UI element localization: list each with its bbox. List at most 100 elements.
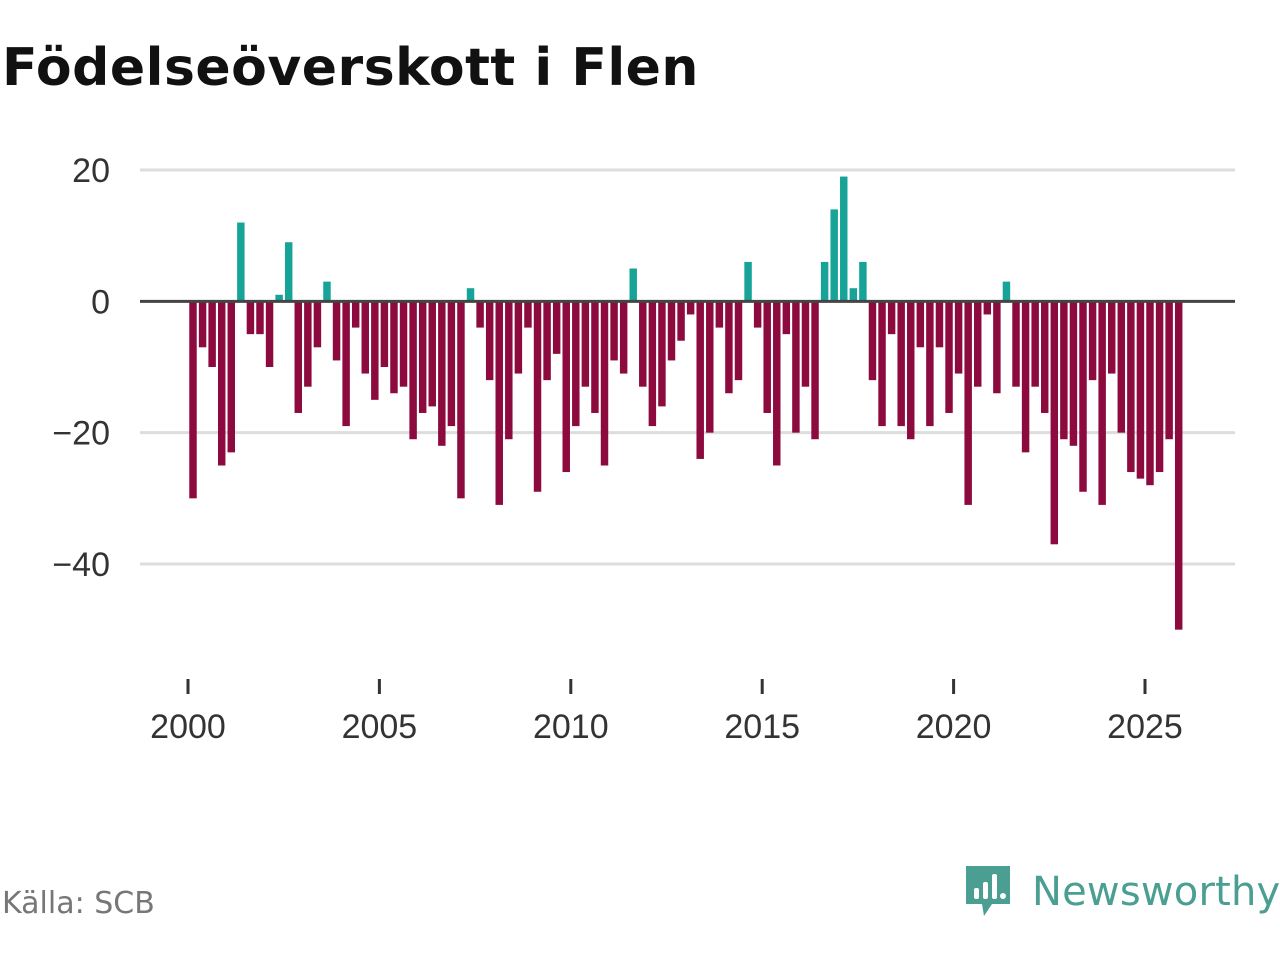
bar [868, 301, 877, 381]
bar [811, 301, 819, 440]
x-tick-label: 2025 [1107, 708, 1183, 746]
brand-name: Newsworthy [1032, 869, 1280, 915]
bar [1136, 301, 1145, 479]
bar [552, 301, 561, 354]
bar [983, 301, 992, 315]
bar [294, 301, 302, 413]
bar [1165, 301, 1173, 440]
bar [380, 301, 389, 367]
bar [677, 301, 685, 341]
bar [686, 301, 695, 315]
bar-chart: 20 0 −20 −40 2000 2005 2010 2015 2020 2025 [52, 152, 1235, 746]
x-tick-label: 2015 [724, 708, 800, 746]
bar [1127, 301, 1135, 473]
bar [744, 261, 752, 302]
bar [907, 301, 915, 440]
bar [591, 301, 599, 413]
bar [189, 301, 197, 499]
bar [246, 301, 255, 335]
bar [198, 301, 207, 348]
bar [457, 301, 465, 499]
bar [610, 301, 618, 361]
bar [658, 301, 666, 407]
bar [840, 176, 848, 302]
bar [954, 301, 963, 374]
bar [926, 301, 934, 427]
bar [715, 301, 724, 328]
bar [725, 301, 733, 394]
bar [275, 294, 283, 302]
bar [313, 301, 322, 348]
bar-layer [189, 176, 1183, 630]
bar [1117, 301, 1126, 433]
bar [945, 301, 953, 413]
bar [897, 301, 905, 427]
bar [1060, 301, 1068, 440]
bar [1031, 301, 1039, 387]
bar [323, 281, 331, 302]
bar [1107, 301, 1116, 374]
x-tick-label: 2005 [342, 708, 418, 746]
bar [227, 301, 236, 453]
bar [820, 261, 829, 302]
bar [505, 301, 513, 440]
bar [543, 301, 551, 381]
brand-logo: Newsworthy [962, 862, 1280, 922]
bar [361, 301, 369, 374]
bar [438, 301, 446, 446]
bar [390, 301, 398, 394]
bar [830, 209, 838, 302]
bar [639, 301, 647, 387]
x-tick-label: 2000 [150, 708, 226, 746]
y-tick-label: −20 [52, 415, 110, 453]
bar [878, 301, 886, 427]
bar [734, 301, 743, 381]
bar [1098, 301, 1106, 505]
bar [447, 301, 456, 427]
bar [1146, 301, 1154, 486]
bar [667, 301, 676, 361]
bar [533, 301, 542, 492]
bar [974, 301, 982, 387]
bar [514, 301, 523, 374]
x-tick-label: 2020 [916, 708, 992, 746]
bar [495, 301, 503, 505]
x-tick-label: 2010 [533, 708, 609, 746]
bar [476, 301, 484, 328]
bar [1041, 301, 1049, 413]
newsworthy-logo-icon [966, 866, 1010, 916]
bar [208, 301, 216, 367]
bar [696, 301, 704, 459]
bar [648, 301, 657, 427]
bar [619, 301, 628, 374]
bar [428, 301, 436, 407]
y-tick-label: 20 [72, 152, 110, 190]
bar [342, 301, 350, 427]
axis-layer: 20 0 −20 −40 2000 2005 2010 2015 2020 2025 [52, 152, 1235, 746]
bar [409, 301, 417, 440]
bar [304, 301, 312, 387]
bar [284, 242, 293, 302]
bar [773, 301, 781, 466]
bar [1155, 301, 1164, 473]
bar [964, 301, 972, 505]
y-tick-label: −40 [52, 546, 110, 584]
bar [1079, 301, 1087, 492]
bar [753, 301, 762, 328]
bar [1174, 301, 1183, 630]
source-label: Källa: SCB [2, 886, 155, 921]
bar [485, 301, 494, 381]
bar [916, 301, 925, 348]
bar [1069, 301, 1078, 446]
chart-title: Födelseöverskott i Flen [2, 38, 699, 98]
bar [859, 261, 867, 302]
bar [265, 301, 274, 367]
bar [237, 222, 245, 302]
bar [399, 301, 408, 387]
bar [887, 301, 896, 335]
bar [782, 301, 791, 335]
bar [763, 301, 771, 413]
bar [581, 301, 590, 387]
bar [1050, 301, 1059, 545]
bar [371, 301, 379, 400]
